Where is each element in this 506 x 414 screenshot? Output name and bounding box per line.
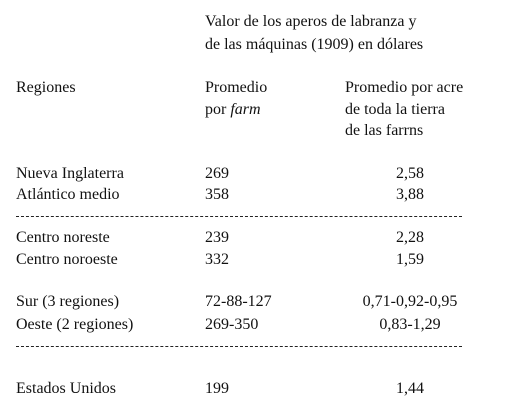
per-farm-cell: 358 bbox=[205, 186, 229, 203]
title-line: de las máquinas (1909) en dólares bbox=[205, 36, 424, 53]
per-acre-cell: 0,71-0,92-0,95 bbox=[362, 293, 458, 310]
separator bbox=[16, 346, 462, 347]
column-header: Regiones bbox=[16, 79, 76, 96]
separator bbox=[16, 216, 462, 217]
column-header: de las farrns bbox=[345, 122, 424, 139]
column-header: Promedio bbox=[205, 79, 268, 96]
header-text: por bbox=[205, 101, 227, 118]
region-cell: Sur (3 regiones) bbox=[16, 293, 120, 310]
per-acre-cell: 2,58 bbox=[396, 165, 424, 182]
per-farm-cell: 72-88-127 bbox=[205, 293, 272, 310]
per-acre-cell: 1,44 bbox=[396, 380, 424, 397]
per-acre-cell: 1,59 bbox=[396, 251, 424, 268]
header-emphasis: farm bbox=[230, 101, 261, 118]
per-farm-cell: 269 bbox=[205, 165, 229, 182]
per-acre-cell: 3,88 bbox=[396, 186, 424, 203]
per-farm-cell: 332 bbox=[205, 251, 229, 268]
per-farm-cell: 199 bbox=[205, 380, 229, 397]
column-header: Promedio por acre bbox=[345, 79, 464, 96]
region-cell: Oeste (2 regiones) bbox=[16, 316, 134, 333]
column-header: por farm bbox=[205, 100, 261, 120]
per-acre-cell: 2,28 bbox=[396, 229, 424, 246]
column-header: de toda la tierra bbox=[345, 101, 445, 118]
region-cell: Nueva Inglaterra bbox=[16, 165, 124, 182]
title-line: Valor de los aperos de labranza y bbox=[205, 13, 417, 30]
per-farm-cell: 269-350 bbox=[205, 316, 259, 333]
region-cell: Atlántico medio bbox=[16, 186, 120, 203]
region-cell: Centro noreste bbox=[16, 229, 110, 246]
per-acre-cell: 0,83-1,29 bbox=[379, 316, 441, 333]
per-farm-cell: 239 bbox=[205, 229, 229, 246]
region-cell: Estados Unidos bbox=[16, 380, 116, 397]
region-cell: Centro noroeste bbox=[16, 251, 118, 268]
